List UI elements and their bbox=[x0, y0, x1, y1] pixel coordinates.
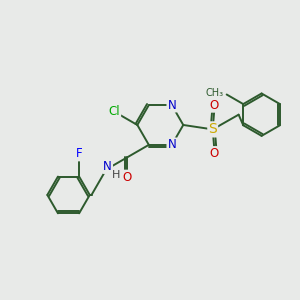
Text: O: O bbox=[210, 147, 219, 160]
Text: H: H bbox=[112, 170, 121, 180]
Text: N: N bbox=[167, 99, 176, 112]
Text: O: O bbox=[122, 171, 132, 184]
Text: CH₃: CH₃ bbox=[205, 88, 223, 98]
Text: Cl: Cl bbox=[109, 105, 120, 118]
Text: N: N bbox=[167, 138, 176, 152]
Text: N: N bbox=[103, 160, 112, 173]
Text: F: F bbox=[76, 147, 83, 161]
Text: O: O bbox=[210, 99, 219, 112]
Text: S: S bbox=[208, 122, 217, 136]
